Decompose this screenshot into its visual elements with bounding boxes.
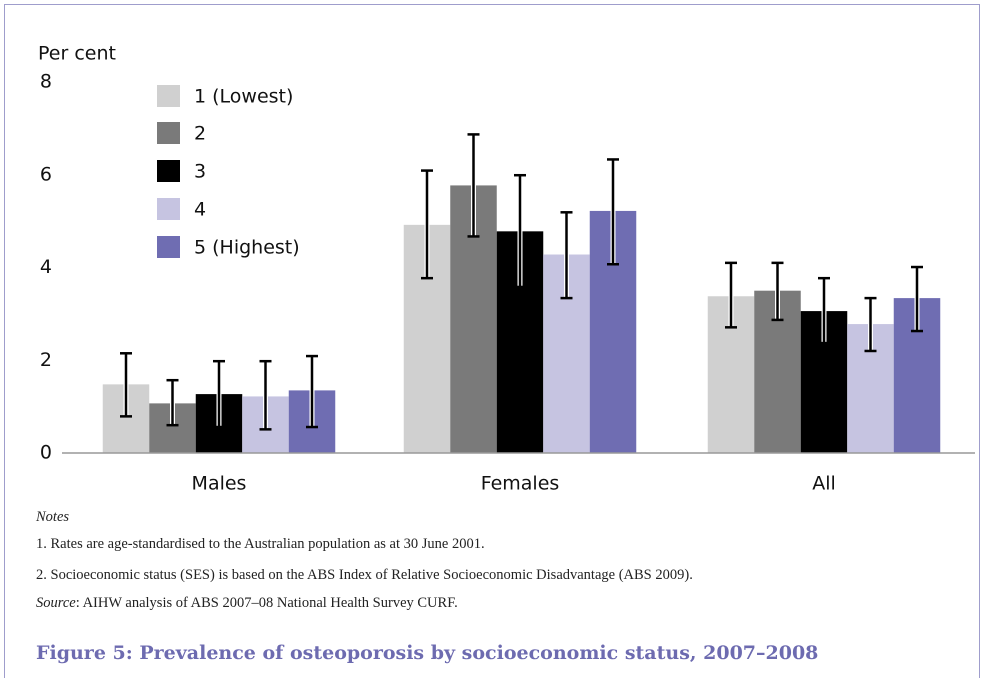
x-tick-label: Females bbox=[481, 473, 560, 495]
y-tick-label: 6 bbox=[40, 163, 52, 185]
y-axis-label: Per cent bbox=[38, 43, 116, 65]
legend-swatch bbox=[157, 198, 180, 220]
x-tick-label: All bbox=[812, 473, 836, 495]
source-text: : AIHW analysis of ABS 2007–08 National … bbox=[75, 595, 458, 611]
x-tick-label: Males bbox=[192, 473, 247, 495]
legend-swatch bbox=[157, 85, 180, 107]
chart: Per cent 0 2 4 6 8 Males Females All 1 (Lowest) 2… bbox=[38, 43, 975, 495]
y-tick-label: 8 bbox=[40, 71, 52, 93]
y-tick-label: 4 bbox=[40, 256, 52, 278]
y-tick-label: 0 bbox=[40, 442, 52, 464]
frame bbox=[4, 4, 980, 678]
notes-heading: Notes bbox=[36, 509, 70, 525]
legend-label: 2 bbox=[194, 123, 206, 145]
source: Source: AIHW analysis of ABS 2007–08 Nat… bbox=[36, 595, 458, 612]
legend-swatch bbox=[157, 122, 180, 144]
source-label: Source bbox=[36, 595, 76, 611]
legend-label: 5 (Highest) bbox=[194, 237, 300, 259]
legend-label: 4 bbox=[194, 199, 206, 221]
legend-swatch bbox=[157, 160, 180, 182]
y-tick-label: 2 bbox=[40, 349, 52, 371]
note: 2. Socioeconomic status (SES) is based o… bbox=[36, 567, 693, 583]
legend-swatch bbox=[157, 236, 180, 258]
legend-label: 1 (Lowest) bbox=[194, 86, 293, 108]
legend-label: 3 bbox=[194, 161, 206, 183]
caption: Figure 5: Prevalence of osteoporosis by … bbox=[36, 642, 819, 664]
note: 1. Rates are age-standardised to the Aus… bbox=[36, 536, 485, 552]
